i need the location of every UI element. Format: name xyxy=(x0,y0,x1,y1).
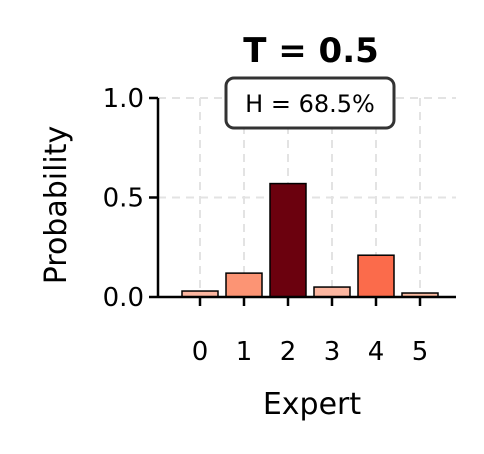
x-tick-label-4: 4 xyxy=(368,337,385,367)
bar-expert-1 xyxy=(225,272,263,298)
axes xyxy=(149,96,456,306)
bars xyxy=(181,182,439,298)
annotation-box xyxy=(224,76,396,130)
bar-expert-2 xyxy=(269,182,307,298)
y-tick-label-1: 0.5 xyxy=(103,184,144,214)
y-tick-label-0: 0.0 xyxy=(103,283,144,313)
chart-title: T = 0.5 xyxy=(243,31,379,71)
bar-expert-3 xyxy=(313,286,351,298)
y-axis-label: Probability xyxy=(39,126,74,285)
bar-expert-4 xyxy=(357,254,395,298)
x-tick-label-3: 3 xyxy=(324,337,341,367)
annotation-text: H = 68.5% xyxy=(245,90,375,118)
x-tick-label-1: 1 xyxy=(236,337,253,367)
x-tick-label-0: 0 xyxy=(192,337,209,367)
entropy-annotation: H = 68.5% xyxy=(224,76,396,130)
x-tick-label-2: 2 xyxy=(280,337,297,367)
tick-labels: 0.0 0.5 1.0 0 1 2 3 4 5 xyxy=(103,84,429,367)
x-axis-label: Expert xyxy=(263,387,362,422)
x-tick-label-5: 5 xyxy=(412,337,429,367)
y-tick-label-2: 1.0 xyxy=(103,84,144,114)
